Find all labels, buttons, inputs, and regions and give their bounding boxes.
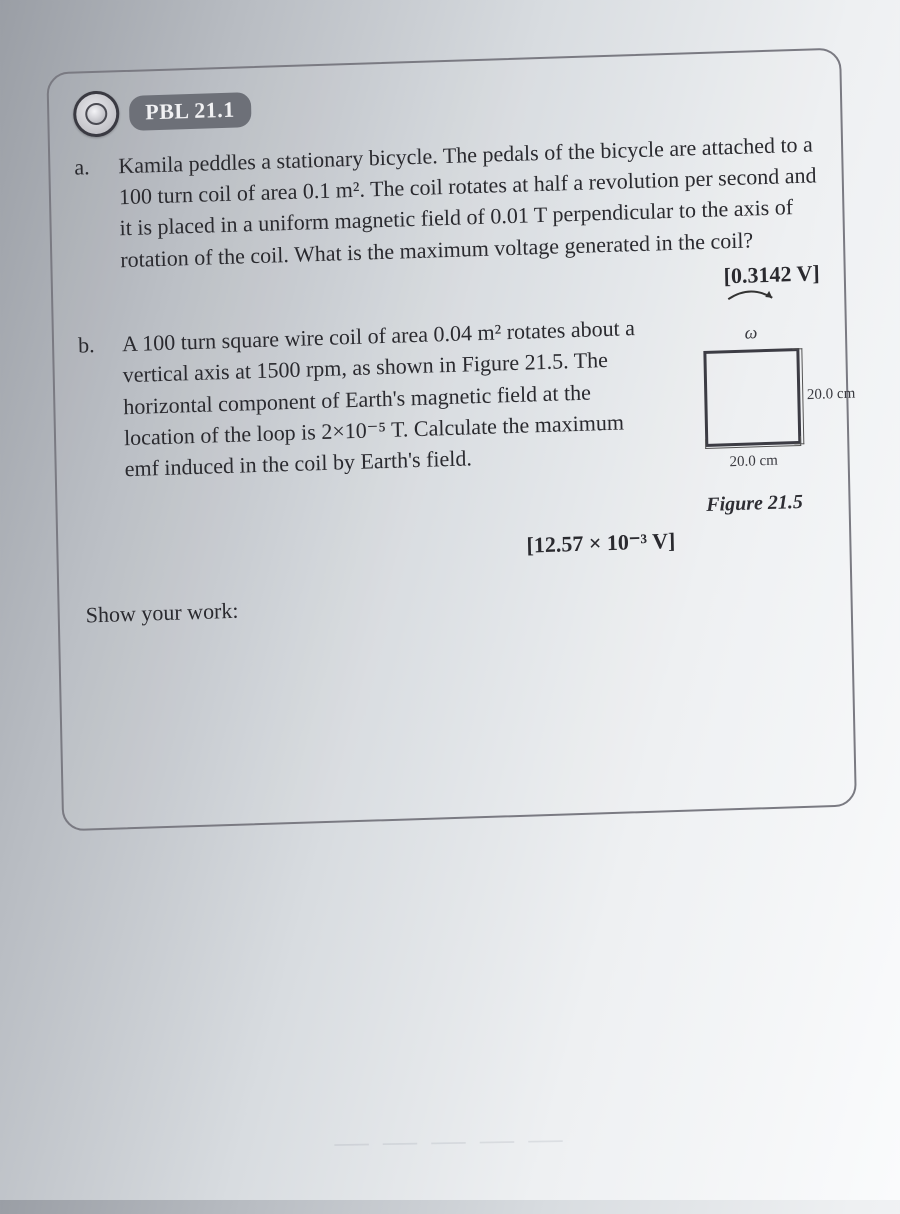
question-list: a. Kamila peddles a stationary bicycle. … xyxy=(74,128,826,574)
show-your-work-label: Show your work: xyxy=(85,579,826,628)
omega-symbol: ω xyxy=(744,320,757,346)
dimension-bottom: 20.0 cm xyxy=(729,451,778,474)
question-b: b. A 100 turn square wire coil of area 0… xyxy=(78,306,826,574)
dimension-right: 20.0 cm xyxy=(807,384,856,407)
badge-inner-icon xyxy=(85,103,107,126)
header-row: PBL 21.1 xyxy=(73,68,817,137)
question-a-label: a. xyxy=(74,151,105,312)
section-label: PBL 21.1 xyxy=(129,92,251,131)
coil-square-icon: 20.0 cm 20.0 cm xyxy=(703,348,801,447)
question-b-text: A 100 turn square wire coil of area 0.04… xyxy=(122,312,662,485)
problem-frame: PBL 21.1 a. Kamila peddles a stationary … xyxy=(46,48,857,832)
question-b-label: b. xyxy=(78,329,111,575)
question-a-text: Kamila peddles a stationary bicycle. The… xyxy=(118,128,819,275)
figure-21-5: ω 20.0 cm 20.0 cm xyxy=(680,280,825,520)
figure-caption: Figure 21.5 xyxy=(706,488,803,519)
section-badge-icon xyxy=(73,90,120,137)
rotation-arrow-icon xyxy=(720,282,781,318)
